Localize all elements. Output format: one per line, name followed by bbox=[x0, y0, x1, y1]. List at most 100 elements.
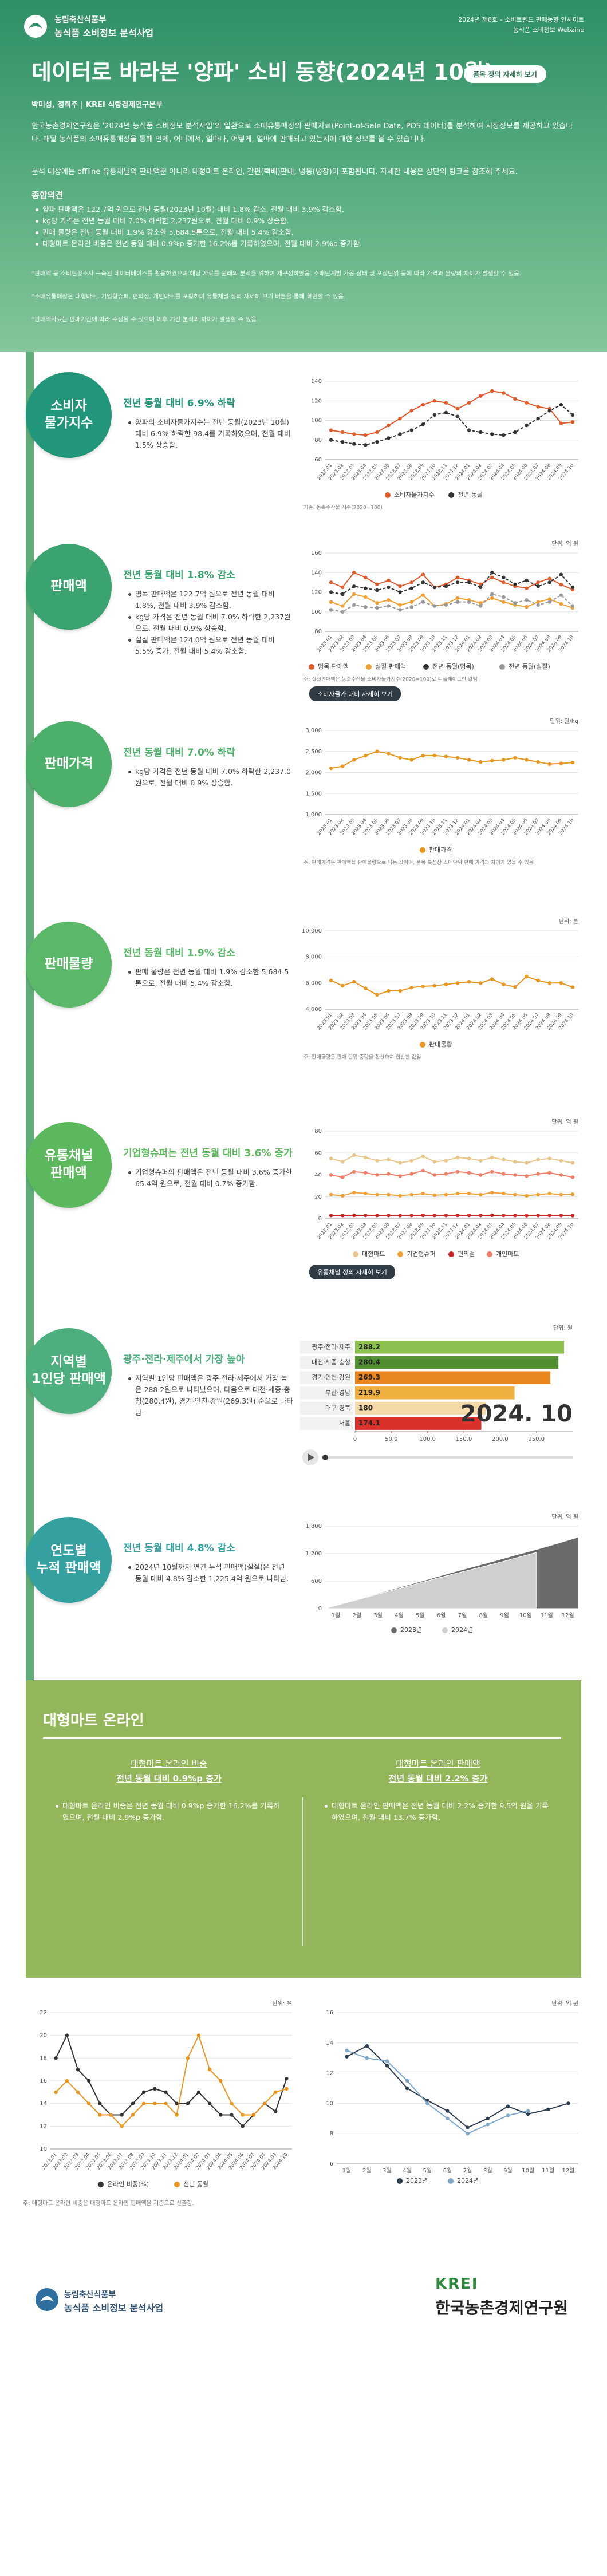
header-note: *판매액자료는 판매기간에 따라 수정될 수 있으며 이후 기간 분석과 차이가… bbox=[31, 316, 259, 323]
summary-list: 양파 판매액은 122.7억 원으로 전년 동월(2023년 10월) 대비 1… bbox=[34, 204, 573, 250]
data-point bbox=[153, 2101, 157, 2105]
data-point bbox=[375, 430, 379, 434]
legend-swatch bbox=[420, 1042, 425, 1048]
data-point bbox=[536, 405, 540, 409]
bullet-item: kg당 가격은 전년 동월 대비 7.0% 하락한 2,237원으로, 전월 대… bbox=[127, 611, 293, 634]
data-point bbox=[455, 1155, 460, 1160]
data-point bbox=[479, 601, 483, 605]
data-point bbox=[175, 2101, 179, 2105]
data-point bbox=[365, 2056, 369, 2060]
legend-label: 기업형슈퍼 bbox=[407, 1250, 436, 1258]
legend-label: 소비자물가지수 bbox=[394, 491, 435, 499]
legend-swatch bbox=[448, 1251, 454, 1257]
data-point bbox=[387, 423, 391, 428]
y-tick-label: 부산·경남 bbox=[325, 1389, 350, 1396]
data-point bbox=[479, 1159, 483, 1163]
chart: 단위: 원/kg1,0001,5002,0002,5003,0002023.01… bbox=[304, 717, 578, 866]
data-point bbox=[421, 422, 425, 426]
section-bullets: 지역별 1인당 판매액은 광주·전라·제주에서 가장 높은 288.2원으로 나… bbox=[127, 1373, 293, 1419]
unit-label: 단위: 억 원 bbox=[551, 2000, 578, 2007]
data-point bbox=[536, 760, 540, 764]
data-point bbox=[329, 608, 333, 612]
data-point bbox=[65, 2033, 69, 2037]
data-point bbox=[65, 2079, 69, 2083]
ministry: 농림축산식품부 bbox=[54, 15, 107, 25]
data-point bbox=[502, 575, 506, 580]
data-point bbox=[432, 413, 437, 417]
y-tick-label: 대구·경북 bbox=[325, 1404, 350, 1412]
data-point bbox=[467, 758, 471, 762]
category-box bbox=[300, 1417, 353, 1430]
data-point bbox=[364, 1155, 368, 1160]
bar bbox=[355, 1386, 515, 1400]
section-bullets: 양파의 소비자물가지수는 전년 동월(2023년 10월) 대비 6.9% 하락… bbox=[127, 417, 293, 451]
data-point bbox=[455, 1191, 460, 1196]
y-tick-label: 10,000 bbox=[302, 928, 322, 934]
data-point bbox=[421, 600, 425, 604]
data-point bbox=[455, 600, 460, 604]
data-point bbox=[525, 578, 529, 583]
data-point bbox=[387, 989, 391, 993]
y-tick-label: 600 bbox=[311, 1578, 322, 1585]
data-point bbox=[570, 585, 575, 590]
data-point bbox=[196, 2033, 201, 2037]
y-tick-label: 80 bbox=[314, 437, 322, 444]
series-line bbox=[330, 1155, 573, 1164]
data-point bbox=[352, 571, 356, 575]
definition-button[interactable]: 품목 정의 자세히 보기 bbox=[464, 65, 546, 83]
bullet-item: 2024년 10월까지 연간 누적 판매액(실질)은 전년 동월 대비 4.8%… bbox=[127, 1562, 293, 1585]
data-point bbox=[559, 1159, 563, 1163]
detail-button[interactable]: 소비자물가 대비 자세히 보기 bbox=[309, 686, 401, 701]
data-point bbox=[421, 593, 425, 597]
data-point bbox=[513, 601, 517, 605]
detail-button[interactable]: 유통채널 정의 자세히 보기 bbox=[309, 1265, 395, 1279]
data-point bbox=[421, 1168, 425, 1173]
data-point bbox=[352, 979, 356, 984]
data-point bbox=[340, 592, 345, 596]
data-point bbox=[364, 605, 368, 609]
data-point bbox=[490, 758, 494, 763]
y-tick-label: 20 bbox=[40, 2033, 47, 2039]
data-point bbox=[455, 1170, 460, 1174]
data-point bbox=[352, 584, 356, 588]
data-point bbox=[547, 762, 551, 766]
y-tick-label: 1,200 bbox=[305, 1551, 322, 1557]
data-point bbox=[329, 438, 333, 442]
data-point bbox=[425, 2101, 429, 2105]
data-point bbox=[444, 1192, 448, 1197]
data-point bbox=[340, 604, 345, 608]
legend-swatch bbox=[391, 1627, 397, 1633]
y-tick-label: 대전·세종·충청 bbox=[312, 1358, 350, 1366]
data-point bbox=[364, 575, 368, 580]
footer-project: 농식품 소비정보 분석사업 bbox=[64, 2302, 164, 2313]
data-point bbox=[398, 989, 402, 993]
section-headline: 전년 동월 대비 6.9% 하락 bbox=[123, 398, 235, 409]
data-point bbox=[525, 1194, 529, 1198]
data-point bbox=[536, 1172, 540, 1176]
data-point bbox=[98, 2113, 102, 2117]
data-point bbox=[559, 572, 563, 576]
bullet-item: 대형마트 온라인 비중은 전년 동월 대비 0.9%p 증가한 16.2%를 기… bbox=[54, 1800, 283, 1823]
data-point bbox=[432, 604, 437, 608]
data-point bbox=[262, 2101, 267, 2105]
data-point bbox=[54, 2090, 58, 2095]
data-point bbox=[385, 2059, 389, 2063]
data-point bbox=[421, 1213, 425, 1218]
online-note: 주: 대형마트 온라인 비중은 대형마트 온라인 판매액을 기준으로 산출함. bbox=[23, 2200, 194, 2207]
data-point bbox=[559, 593, 563, 597]
y-tick-label: 16 bbox=[326, 2010, 333, 2016]
legend-swatch bbox=[353, 1251, 358, 1257]
data-point bbox=[120, 2113, 124, 2117]
data-point bbox=[502, 982, 506, 986]
data-point bbox=[409, 428, 413, 432]
data-point bbox=[387, 604, 391, 608]
data-point bbox=[409, 986, 413, 990]
legend-swatch bbox=[420, 847, 425, 853]
period-annotation: 2024. 10 bbox=[460, 1401, 573, 1427]
data-point bbox=[364, 1171, 368, 1175]
data-point bbox=[398, 1174, 402, 1178]
legend-label: 2023년 bbox=[406, 2177, 428, 2184]
data-point bbox=[432, 1160, 437, 1164]
data-point bbox=[547, 580, 551, 584]
